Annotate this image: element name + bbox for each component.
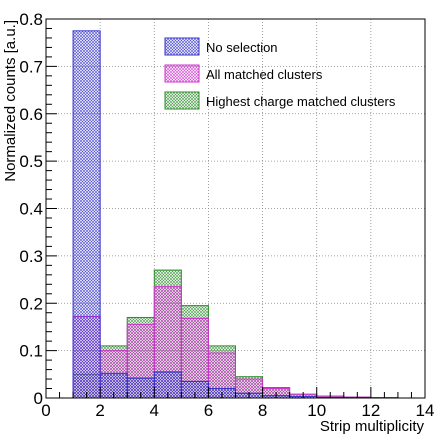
y-tick-label: 0.5	[19, 152, 43, 171]
y-axis-title: Normalized counts [a.u.]	[2, 20, 19, 182]
y-tick-label: 0.6	[19, 105, 43, 124]
legend-item-no-selection: No selection	[164, 37, 278, 56]
legend-item-highest-charge-matched-clusters: Highest charge matched clusters	[164, 91, 396, 110]
y-tick-label: 0.3	[19, 247, 43, 266]
series-no-selection	[72, 30, 372, 399]
x-axis-title: Strip multiplicity	[320, 418, 425, 435]
legend-swatch	[164, 37, 200, 56]
x-tick-label: 0	[41, 401, 50, 420]
y-tick-label: 0.2	[19, 294, 43, 313]
y-tick-label: 0.7	[19, 57, 43, 76]
legend-label: Highest charge matched clusters	[206, 94, 396, 109]
x-tick-label: 2	[95, 401, 104, 420]
legend-label: All matched clusters	[206, 67, 323, 82]
x-tick-label: 14	[416, 401, 435, 420]
y-tick-label: 0.8	[19, 10, 43, 29]
grid	[46, 19, 425, 398]
x-tick-label: 8	[258, 401, 267, 420]
legend-swatch	[164, 91, 200, 110]
y-tick-label: 0	[34, 389, 43, 408]
x-tick-label: 4	[150, 401, 159, 420]
x-tick-label: 6	[204, 401, 213, 420]
legend-swatch	[164, 64, 200, 83]
axes: 0 2 4 6 8 10 12 14 0 0.1 0.2 0.3 0.4 0.5 0.6 0.7 0.8	[19, 10, 434, 420]
y-tick-label: 0.1	[19, 342, 43, 361]
legend-item-all-matched-clusters: All matched clusters	[164, 64, 323, 83]
bar-no-selection	[72, 30, 101, 399]
legend: No selection All matched clusters Highest …	[164, 37, 396, 110]
histogram-bars	[72, 30, 399, 399]
legend-label: No selection	[206, 40, 278, 55]
x-tick-label: 10	[307, 401, 326, 420]
y-tick-label: 0.4	[19, 200, 43, 219]
x-tick-label: 12	[361, 401, 380, 420]
